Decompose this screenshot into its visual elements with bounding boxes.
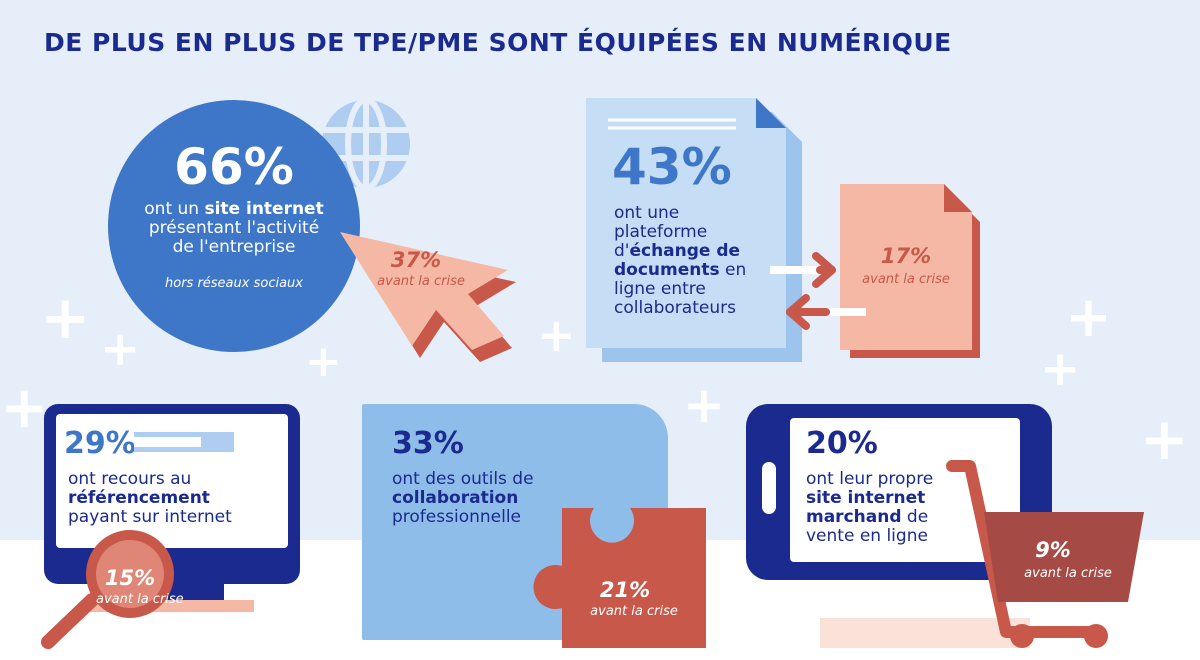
plus-icon: +: [305, 336, 342, 387]
website-before-label: avant la crise: [377, 274, 465, 289]
shopping-cart-icon: [946, 460, 1144, 648]
documents-pct: 43%: [612, 138, 732, 196]
seo-before-pct: 15%: [104, 566, 156, 590]
website-description: ont un site internet présentant l'activi…: [144, 199, 324, 257]
phone-home-button: [762, 462, 776, 514]
small-document-icon: [840, 184, 980, 358]
seo-progress-track: [134, 437, 202, 447]
magnifier-icon: [41, 530, 174, 649]
seo-pct: 29%: [64, 426, 136, 461]
plus-icon: +: [1040, 341, 1081, 397]
plus-icon: +: [0, 373, 49, 441]
plus-icon: +: [1065, 285, 1112, 350]
ecommerce-before-label: avant la crise: [1024, 566, 1112, 581]
collab-before-label: avant la crise: [590, 604, 678, 619]
plus-icon: +: [537, 308, 576, 362]
document-icon: [586, 98, 802, 362]
website-circle: [108, 100, 360, 352]
exchange-arrows-icon: [770, 252, 866, 330]
puzzle-piece-icon: [533, 508, 706, 648]
page-title: DE PLUS EN PLUS DE TPE/PME SONT ÉQUIPÉES…: [44, 28, 952, 57]
documents-before-pct: 17%: [880, 244, 932, 268]
documents-before-label: avant la crise: [862, 272, 950, 287]
plus-icon: +: [683, 376, 725, 434]
collab-before-pct: 21%: [599, 578, 651, 602]
documents-description: ont une plateforme d'échange de document…: [614, 203, 747, 318]
plus-icon: +: [100, 321, 141, 377]
ecommerce-before-pct: 9%: [1035, 538, 1071, 562]
collab-pct: 33%: [392, 426, 464, 461]
seo-before-label: avant la crise: [96, 592, 184, 607]
collab-description: ont des outils de collaboration professi…: [392, 469, 534, 527]
plus-icon: +: [1140, 405, 1189, 473]
seo-description: ont recours au référencement payant sur …: [68, 469, 232, 527]
cursor-arrow-icon: [340, 232, 516, 362]
website-pct: 66%: [174, 138, 294, 196]
website-note: hors réseaux sociaux: [165, 276, 303, 291]
plus-icon: +: [40, 283, 91, 353]
website-before-pct: 37%: [390, 248, 442, 272]
ecommerce-description: ont leur propre site internet marchand d…: [806, 469, 934, 546]
phone-base: [820, 618, 1030, 648]
seo-progress-bar: [134, 432, 234, 452]
ecommerce-pct: 20%: [806, 426, 878, 461]
